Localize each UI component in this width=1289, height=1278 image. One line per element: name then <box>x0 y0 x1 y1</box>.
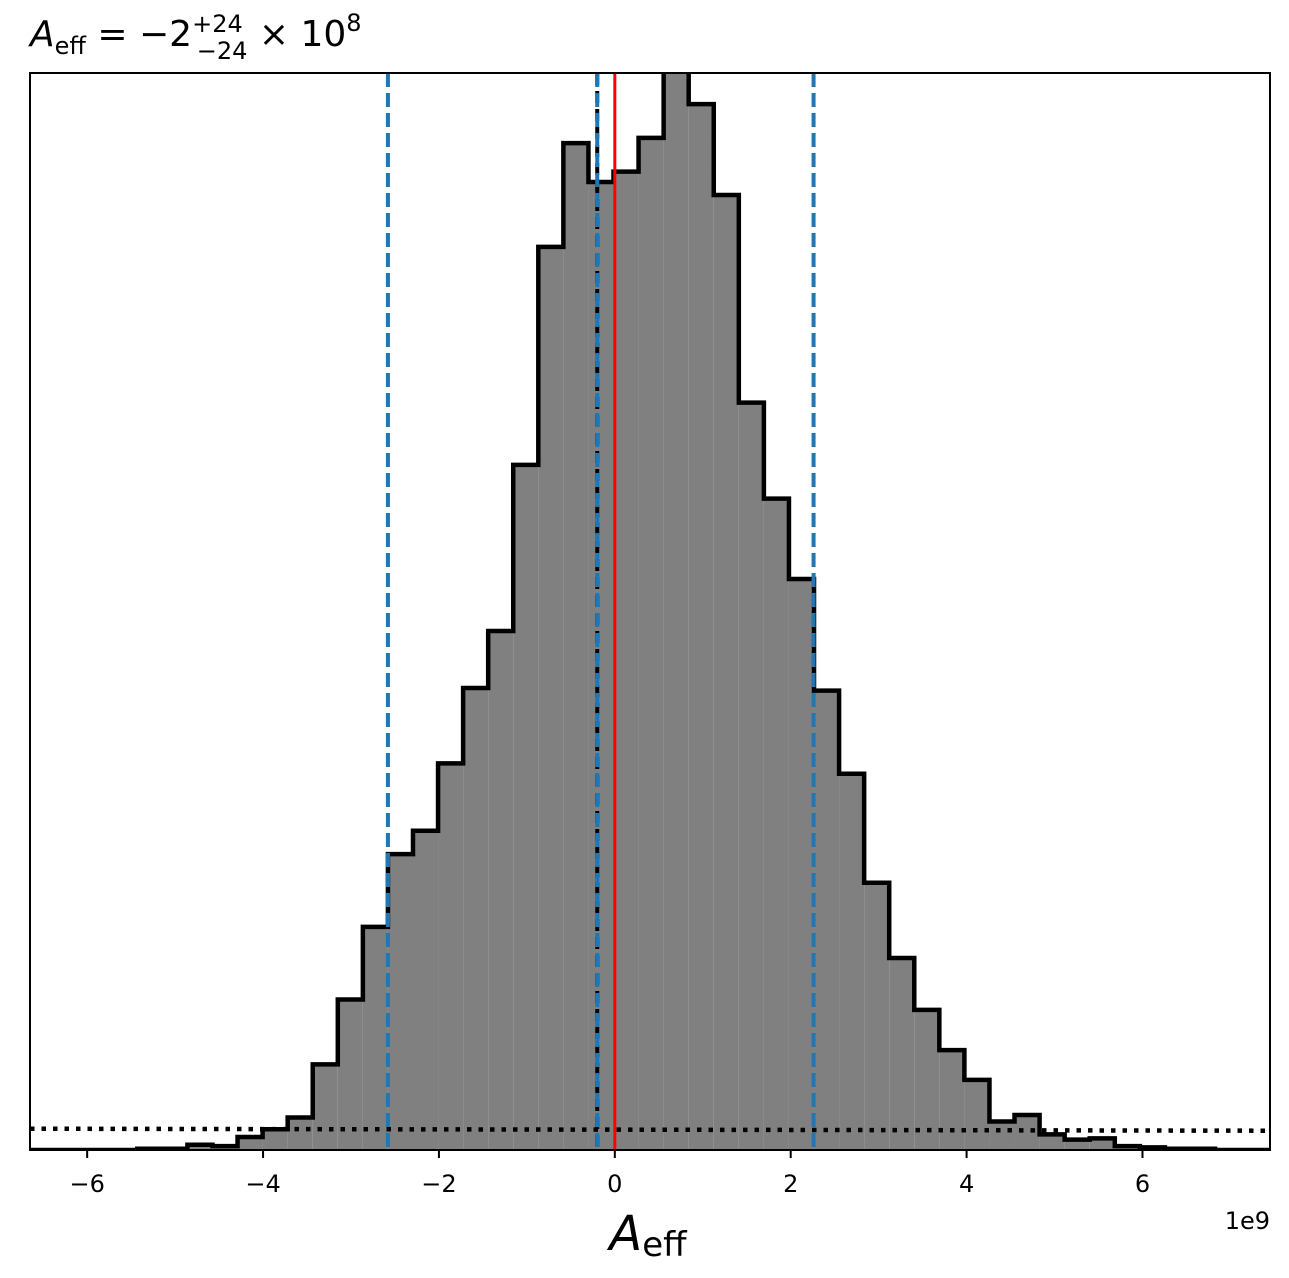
histogram-bar <box>763 498 789 1150</box>
histogram-bar <box>814 690 840 1150</box>
title-value: −2 <box>139 14 192 55</box>
histogram-bar <box>864 882 890 1150</box>
plot-area <box>30 73 1270 1150</box>
histogram-bar <box>1039 1134 1065 1150</box>
histogram-bar <box>438 763 464 1150</box>
title-sub: −24 <box>197 37 248 65</box>
x-tick-label: 0 <box>607 1170 622 1198</box>
histogram-bar <box>964 1079 990 1150</box>
xlabel-subscript: eff <box>642 1225 688 1265</box>
title-exponent: 8 <box>346 9 361 37</box>
histogram-bar <box>688 104 714 1150</box>
x-tick-label: 2 <box>783 1170 798 1198</box>
histogram-bar <box>989 1121 1015 1150</box>
histogram-bar <box>788 579 815 1150</box>
histogram-bar <box>337 999 363 1150</box>
histogram-bar <box>914 1009 940 1150</box>
histogram-bar <box>312 1064 338 1150</box>
histogram-bar <box>262 1129 288 1150</box>
title-subscript: eff <box>55 32 87 60</box>
x-axis-ticks: −6 −4 −2 0 2 4 6 <box>69 1150 1150 1198</box>
histogram-bar <box>663 73 689 1150</box>
title-equals: = <box>86 14 139 55</box>
histogram-outline <box>30 73 1270 1150</box>
histogram-bar <box>287 1117 313 1150</box>
chart-title: Aeff = −2+24 −24 × 108 <box>28 9 362 65</box>
histogram-bar <box>889 957 915 1150</box>
histogram-bar <box>939 1050 965 1150</box>
histogram-bar <box>613 171 639 1150</box>
histogram-bar <box>713 194 739 1150</box>
histogram-bar <box>563 143 589 1150</box>
title-sup: +24 <box>192 10 243 38</box>
histogram-bar <box>463 688 489 1150</box>
histogram-bar <box>1014 1114 1040 1150</box>
histogram-bar <box>513 464 539 1150</box>
histogram-bar <box>738 402 764 1150</box>
title-symbol: A <box>28 14 55 55</box>
axis-offset-text: 1e9 <box>1225 1207 1270 1235</box>
histogram-bar <box>638 137 664 1150</box>
histogram-bar <box>387 854 413 1150</box>
histogram-bar <box>362 926 388 1150</box>
histogram-bar <box>412 830 439 1150</box>
xlabel-symbol: A <box>606 1206 642 1262</box>
x-tick-label: 4 <box>959 1170 974 1198</box>
x-axis-label: Aeff <box>606 1206 688 1265</box>
histogram-bar <box>538 246 564 1150</box>
histogram-bar <box>839 773 865 1150</box>
title-times: × 10 <box>247 14 346 55</box>
histogram-bar <box>1089 1138 1115 1150</box>
histogram-bar <box>237 1137 263 1150</box>
x-tick-label: −6 <box>69 1170 104 1198</box>
x-tick-label: −4 <box>245 1170 280 1198</box>
histogram-bar <box>488 630 514 1150</box>
histogram-bar <box>588 181 614 1150</box>
histogram-bar <box>1064 1139 1090 1150</box>
histogram-bar <box>187 1144 213 1150</box>
x-tick-label: −2 <box>421 1170 456 1198</box>
axes-frame <box>29 72 1271 1151</box>
x-tick-label: 6 <box>1135 1170 1150 1198</box>
